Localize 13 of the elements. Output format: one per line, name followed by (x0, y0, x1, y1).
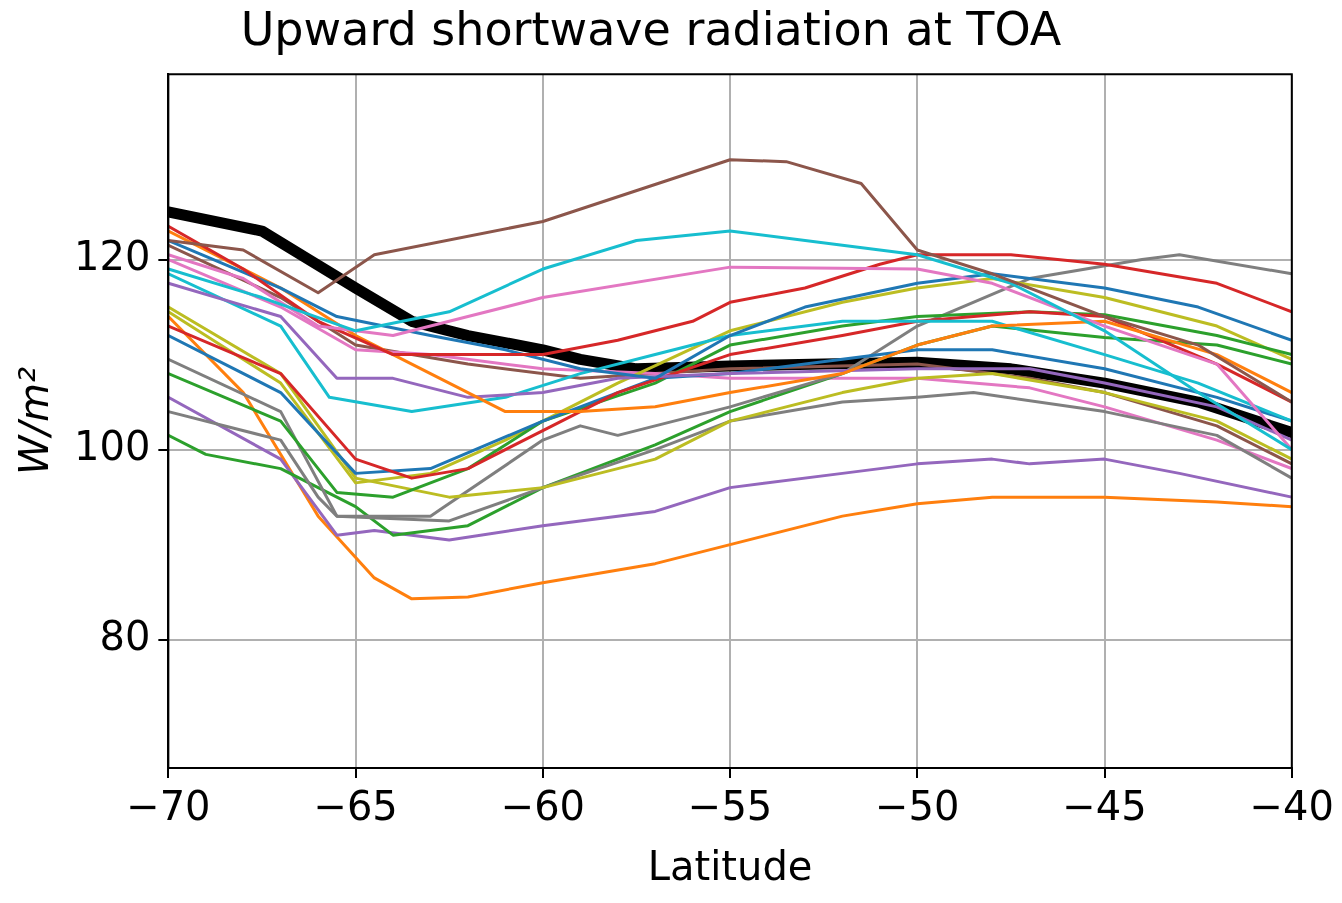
y-tick-label: 120 (73, 232, 151, 279)
x-axis-title: Latitude (647, 843, 813, 890)
x-tick-label: −55 (687, 783, 773, 830)
chart-title: Upward shortwave radiation at TOA (240, 1, 1062, 56)
x-tick-label: −50 (875, 783, 960, 830)
y-tick-label: 80 (99, 613, 151, 660)
x-tick-label: −70 (126, 783, 211, 830)
y-tick-label: 100 (73, 423, 151, 469)
x-tick-label: −40 (1249, 783, 1334, 830)
x-tick-label: −60 (500, 783, 586, 830)
y-axis-title: W/m² (11, 367, 58, 476)
x-tick-label: −65 (313, 783, 398, 830)
x-tick-label: −45 (1062, 783, 1147, 830)
